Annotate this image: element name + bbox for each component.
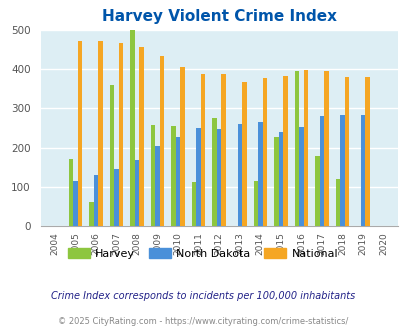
Bar [335, 179, 339, 226]
Text: © 2025 CityRating.com - https://www.cityrating.com/crime-statistics/: © 2025 CityRating.com - https://www.city… [58, 317, 347, 326]
Bar [139, 48, 143, 226]
Legend: Harvey, North Dakota, National: Harvey, North Dakota, National [63, 244, 342, 263]
Bar [89, 203, 94, 226]
Bar [221, 74, 226, 226]
Bar [262, 79, 266, 226]
Bar [68, 159, 73, 226]
Bar [180, 67, 185, 226]
Bar [294, 71, 298, 226]
Bar [323, 71, 328, 226]
Bar [339, 115, 344, 226]
Bar [175, 137, 180, 226]
Bar [319, 116, 323, 226]
Bar [258, 122, 262, 226]
Bar [303, 70, 307, 226]
Bar [109, 85, 114, 226]
Bar [364, 77, 369, 226]
Bar [171, 126, 175, 226]
Bar [134, 160, 139, 226]
Title: Harvey Violent Crime Index: Harvey Violent Crime Index [102, 9, 336, 24]
Bar [314, 156, 319, 226]
Bar [200, 74, 205, 226]
Bar [344, 77, 348, 226]
Bar [241, 82, 246, 226]
Bar [196, 128, 200, 226]
Bar [298, 127, 303, 226]
Bar [273, 137, 278, 226]
Bar [94, 175, 98, 226]
Bar [114, 169, 119, 226]
Bar [155, 146, 160, 226]
Bar [212, 118, 216, 226]
Bar [160, 56, 164, 226]
Bar [237, 124, 241, 226]
Bar [216, 129, 221, 226]
Text: Crime Index corresponds to incidents per 100,000 inhabitants: Crime Index corresponds to incidents per… [51, 291, 354, 301]
Bar [73, 181, 78, 226]
Bar [78, 42, 82, 226]
Bar [253, 181, 258, 226]
Bar [119, 43, 123, 226]
Bar [130, 30, 134, 226]
Bar [98, 41, 102, 226]
Bar [151, 125, 155, 226]
Bar [360, 115, 364, 226]
Bar [192, 182, 196, 226]
Bar [278, 132, 282, 226]
Bar [282, 76, 287, 226]
